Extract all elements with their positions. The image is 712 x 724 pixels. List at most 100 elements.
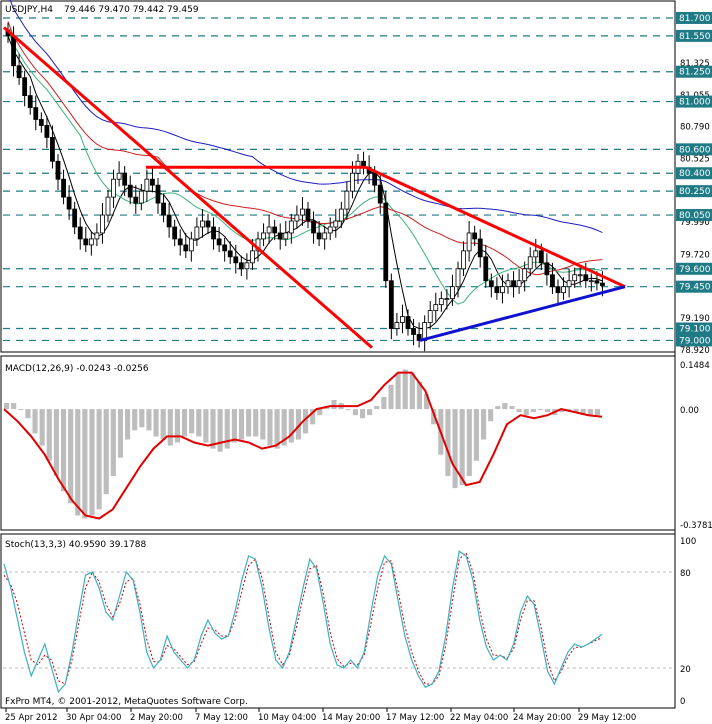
- candle-body: [600, 282, 605, 286]
- candle-body: [227, 250, 233, 258]
- candle-body: [61, 178, 66, 198]
- trendline-triangle-upper: [365, 165, 626, 289]
- macd-bar: [246, 409, 252, 437]
- x-tick-label: 14 May 20:00: [322, 713, 380, 723]
- level-tag-label: 79.100: [679, 325, 711, 335]
- macd-bar: [238, 409, 245, 440]
- candle-body: [338, 208, 344, 222]
- macd-bar: [117, 409, 124, 458]
- level-tag-label: 80.050: [679, 211, 711, 221]
- candle-body: [350, 172, 355, 192]
- candle-body: [516, 280, 522, 288]
- y-tick-label: 79.720: [680, 250, 710, 260]
- candle-body: [566, 280, 572, 288]
- candle-body: [527, 256, 533, 270]
- candle-body: [250, 250, 255, 264]
- level-tag: [676, 322, 712, 335]
- ma-red-line: [7, 21, 603, 276]
- level-tag-label: 81.550: [679, 32, 711, 42]
- macd-bar: [495, 406, 501, 410]
- macd-bar: [110, 409, 116, 476]
- macd-bar: [374, 406, 380, 410]
- candle-body: [155, 184, 161, 204]
- macd-y-tick-label: 0.1484: [680, 361, 710, 371]
- macd-bar: [25, 409, 31, 419]
- price-ohlc: 79.446 79.470 79.442 79.459: [64, 5, 199, 15]
- macd-panel: [0, 355, 676, 531]
- candle-body: [550, 274, 555, 288]
- stoch-panel: [0, 533, 676, 709]
- candle-body: [405, 316, 411, 329]
- candle-body: [127, 184, 133, 198]
- macd-bar: [217, 409, 223, 452]
- candle-body: [172, 226, 178, 240]
- macd-bar: [310, 409, 316, 425]
- candle-body: [583, 274, 589, 282]
- macd-bar: [381, 396, 387, 410]
- candle-body: [461, 250, 466, 270]
- candle-body: [33, 107, 39, 120]
- candle-body: [533, 250, 539, 258]
- candle-body: [377, 184, 383, 204]
- macd-bar: [352, 409, 358, 416]
- candle-body: [327, 226, 333, 234]
- macd-bar: [431, 409, 437, 425]
- candle-body: [388, 280, 394, 329]
- macd-bar: [281, 409, 287, 446]
- macd-y-tick-label: -0.3781: [680, 521, 712, 531]
- x-tick-label: 17 May 12:00: [386, 713, 444, 723]
- level-tag-label: 80.600: [679, 145, 711, 155]
- stoch-main-line: [3, 550, 603, 694]
- level-tag-label: 79.600: [679, 265, 711, 275]
- macd-bar: [488, 409, 494, 422]
- candle-body: [572, 274, 578, 282]
- level-tag-label: 80.400: [679, 169, 711, 179]
- candle-body: [444, 298, 450, 301]
- candle-body: [16, 65, 22, 79]
- x-tick-label: 25 Apr 2012: [5, 713, 58, 723]
- candle-body: [200, 220, 205, 228]
- macd-bar: [132, 409, 138, 431]
- macd-bar: [509, 406, 515, 410]
- macd-bar: [516, 409, 522, 413]
- candle-body: [288, 220, 294, 234]
- y-tick-label: 81.325: [680, 59, 710, 69]
- macd-bar: [459, 409, 465, 486]
- ma-green-line: [7, 29, 603, 305]
- macd-bar: [402, 369, 408, 410]
- macd-bar: [18, 409, 24, 411]
- candle-body: [205, 220, 211, 228]
- macd-bar: [167, 409, 173, 446]
- candle-body: [544, 262, 550, 276]
- macd-bar: [75, 409, 81, 516]
- macd-bar: [537, 409, 544, 411]
- macd-bar: [11, 403, 17, 410]
- candle-body: [105, 196, 111, 216]
- candle-body: [311, 220, 316, 234]
- candle-body: [144, 178, 150, 192]
- macd-bar: [103, 409, 109, 495]
- candle-body: [300, 208, 305, 216]
- candle-body: [66, 196, 72, 210]
- macd-bar: [224, 409, 230, 449]
- macd-bar: [82, 409, 88, 519]
- candle-body: [177, 238, 183, 246]
- candle-body: [277, 232, 283, 240]
- macd-bar: [345, 409, 351, 411]
- level-tag: [676, 167, 712, 180]
- level-tag: [676, 334, 712, 347]
- macd-bar: [68, 409, 74, 504]
- x-tick-label: 22 May 04:00: [450, 713, 508, 723]
- level-tag: [676, 95, 712, 108]
- x-tick-label: 10 May 04:00: [258, 713, 316, 723]
- candle-body: [38, 119, 44, 126]
- candle-body: [344, 190, 350, 210]
- candle-body: [438, 298, 444, 306]
- macd-bar: [367, 409, 373, 416]
- candle-body: [55, 160, 61, 180]
- macd-bar: [587, 409, 593, 416]
- candle-body: [238, 262, 244, 270]
- macd-title: MACD(12,26,9) -0.0243 -0.0256: [5, 364, 149, 374]
- macd-bar: [530, 409, 536, 413]
- candle-body: [522, 268, 528, 282]
